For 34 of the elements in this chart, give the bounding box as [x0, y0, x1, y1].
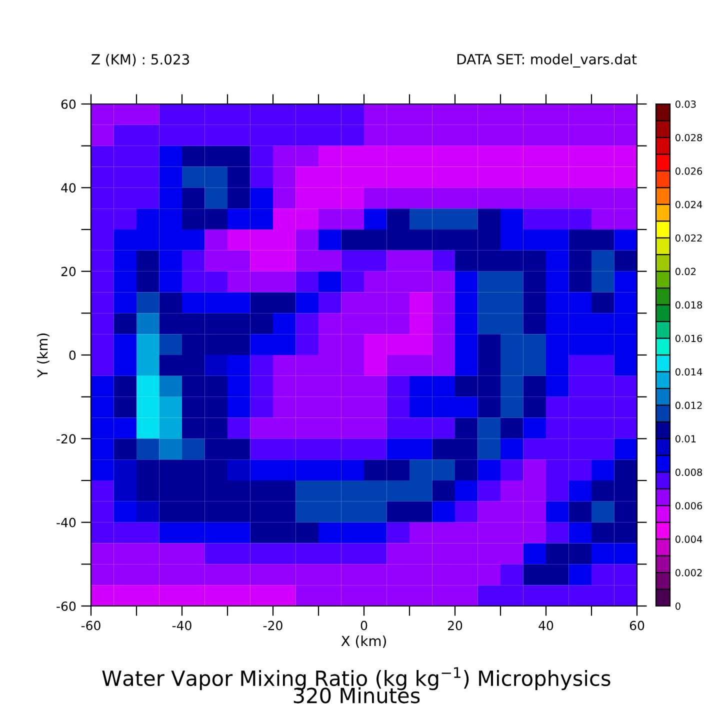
x-tick-label: 20: [448, 620, 462, 630]
text: Z (KM) : 5.023: [92, 54, 190, 66]
x-tick-label: -20: [263, 620, 282, 630]
x-axis-title: X (km): [341, 635, 386, 648]
color-bar-label: 0.028: [676, 134, 702, 142]
y-tick-label: -20: [56, 434, 76, 444]
color-bar-label: 0.024: [676, 200, 702, 208]
color-bar-label: 0.016: [676, 334, 702, 342]
y-tick-label: 20: [61, 266, 76, 276]
color-bar-label: 0.02: [676, 268, 696, 276]
color-bar-label: 0: [676, 602, 680, 610]
color-bar-label: 0.03: [676, 100, 696, 108]
color-bar-label: 0.004: [676, 536, 702, 543]
color-bar-label: 0.014: [676, 368, 702, 376]
x-tick-label: -40: [172, 620, 192, 630]
color-bar-label: 0.006: [676, 502, 702, 510]
color-bar-label: 0.018: [676, 301, 702, 309]
color-bar-label: 0.008: [676, 468, 702, 476]
y-tick-label: 0: [69, 350, 76, 360]
y-tick-label: 40: [61, 183, 76, 193]
y-tick-label: 60: [61, 99, 76, 109]
y-tick-label: -60: [56, 601, 76, 611]
y-tick-label: -40: [56, 518, 76, 528]
color-bar-label: 0.01: [676, 435, 696, 442]
x-tick-label: 0: [360, 620, 368, 630]
color-bar-label: 0.002: [676, 569, 702, 576]
x-tick-label: 40: [538, 620, 554, 630]
y-axis-title: Y (km): [37, 334, 50, 378]
text: DATA SET: model_vars.dat: [457, 54, 637, 68]
color-bar-label: 0.012: [676, 402, 702, 410]
x-tick-label: -60: [81, 620, 100, 630]
x-tick-label: 60: [630, 620, 644, 630]
color-bar-label: 0.026: [676, 167, 702, 175]
color-bar-label: 0.022: [676, 234, 702, 242]
